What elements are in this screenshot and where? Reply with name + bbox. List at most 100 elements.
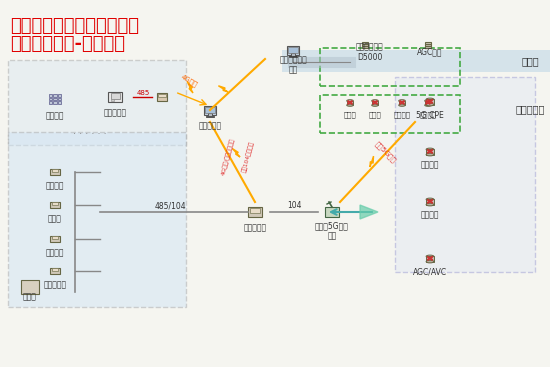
Bar xyxy=(291,53,295,56)
Bar xyxy=(395,77,535,272)
Bar xyxy=(426,99,434,105)
Bar xyxy=(206,116,213,117)
Text: AGC/AVC: AGC/AVC xyxy=(413,268,447,276)
Bar xyxy=(426,199,434,204)
Ellipse shape xyxy=(425,100,431,102)
Bar xyxy=(49,98,52,100)
Bar xyxy=(157,93,167,101)
Text: 485/104: 485/104 xyxy=(154,201,186,211)
Text: AGC主站: AGC主站 xyxy=(417,47,443,57)
Text: 关口表: 关口表 xyxy=(23,292,37,302)
Bar xyxy=(320,48,460,86)
Bar xyxy=(362,42,368,44)
Bar xyxy=(426,257,434,262)
Bar xyxy=(320,95,460,133)
Bar xyxy=(362,44,368,46)
Bar xyxy=(287,46,299,55)
Polygon shape xyxy=(370,156,373,167)
Ellipse shape xyxy=(372,100,378,102)
Bar xyxy=(372,101,378,105)
Ellipse shape xyxy=(425,104,431,106)
Text: 104: 104 xyxy=(287,201,301,211)
Bar xyxy=(8,60,186,145)
Polygon shape xyxy=(232,149,240,157)
Text: 纵向加密: 纵向加密 xyxy=(421,160,439,170)
Bar xyxy=(58,98,61,100)
Bar xyxy=(399,101,405,105)
Text: 业务层: 业务层 xyxy=(521,56,539,66)
Text: 光伏逆变器: 光伏逆变器 xyxy=(103,109,127,117)
Bar xyxy=(49,101,52,104)
Text: 调度监控主站
D5000: 调度监控主站 D5000 xyxy=(356,42,384,62)
Bar xyxy=(51,268,59,274)
Polygon shape xyxy=(360,205,378,219)
Text: 整县光伏接入远程集控中心: 整县光伏接入远程集控中心 xyxy=(10,17,139,35)
Bar xyxy=(52,236,58,239)
Bar xyxy=(208,113,212,116)
Text: 联动104数据转发: 联动104数据转发 xyxy=(241,141,255,173)
Bar xyxy=(205,107,215,113)
Bar xyxy=(51,169,59,175)
Text: 防孤岛: 防孤岛 xyxy=(48,214,62,224)
Text: 集团公司集控
中心: 集团公司集控 中心 xyxy=(279,55,307,75)
Bar xyxy=(425,44,431,46)
Text: 光伏组件: 光伏组件 xyxy=(46,112,64,120)
Bar xyxy=(21,280,39,294)
Bar xyxy=(346,101,353,105)
Text: 电能量采集: 电能量采集 xyxy=(43,280,67,290)
Text: 纵向加密: 纵向加密 xyxy=(393,112,410,118)
Ellipse shape xyxy=(346,100,353,102)
Text: 安全接入区: 安全接入区 xyxy=(515,104,544,114)
Bar xyxy=(362,46,368,48)
Bar xyxy=(204,106,216,115)
Ellipse shape xyxy=(426,203,434,206)
Text: 电力5G切片: 电力5G切片 xyxy=(373,140,397,164)
Bar xyxy=(425,42,431,44)
Bar xyxy=(289,55,296,57)
Bar xyxy=(51,202,59,208)
Bar xyxy=(58,94,61,97)
Bar xyxy=(426,149,434,155)
Text: 防火墙: 防火墙 xyxy=(344,112,356,118)
Ellipse shape xyxy=(399,104,405,106)
Ellipse shape xyxy=(426,153,434,156)
Bar xyxy=(49,94,52,97)
Bar xyxy=(282,50,550,72)
Polygon shape xyxy=(218,86,228,92)
Bar xyxy=(51,236,59,242)
Text: 4G专网: 4G专网 xyxy=(180,74,199,88)
Bar xyxy=(111,99,114,101)
Text: 电能质量: 电能质量 xyxy=(46,248,64,258)
Text: 通信管理机: 通信管理机 xyxy=(244,224,267,233)
Bar xyxy=(53,101,57,104)
Text: 电网调度中心-设计方案: 电网调度中心-设计方案 xyxy=(10,35,125,53)
Bar xyxy=(250,207,260,212)
Bar xyxy=(53,98,57,100)
Bar xyxy=(58,101,61,104)
Bar xyxy=(52,169,58,172)
Bar xyxy=(53,94,57,97)
Ellipse shape xyxy=(426,103,434,106)
Text: · · · · · ·: · · · · · · xyxy=(73,129,107,139)
Bar xyxy=(288,47,298,53)
Text: 保护设备: 保护设备 xyxy=(46,182,64,190)
Text: 485: 485 xyxy=(136,90,150,96)
Bar xyxy=(8,132,186,307)
Text: 路由器: 路由器 xyxy=(368,112,381,118)
Text: 5G CPE: 5G CPE xyxy=(416,110,444,120)
Text: 多合一5G融合
终端: 多合一5G融合 终端 xyxy=(315,221,349,241)
Ellipse shape xyxy=(426,98,434,101)
Bar xyxy=(108,92,122,102)
Bar xyxy=(425,46,431,48)
Ellipse shape xyxy=(426,198,434,201)
Polygon shape xyxy=(187,81,193,93)
Bar xyxy=(158,94,166,97)
Ellipse shape xyxy=(426,260,434,263)
Bar xyxy=(248,207,262,217)
Ellipse shape xyxy=(426,255,434,258)
Text: 4G传输/综合管理服务: 4G传输/综合管理服务 xyxy=(221,138,235,176)
Text: 集控云平台: 集控云平台 xyxy=(199,121,222,131)
Bar xyxy=(425,101,431,105)
Ellipse shape xyxy=(372,104,378,106)
Bar xyxy=(325,207,339,217)
